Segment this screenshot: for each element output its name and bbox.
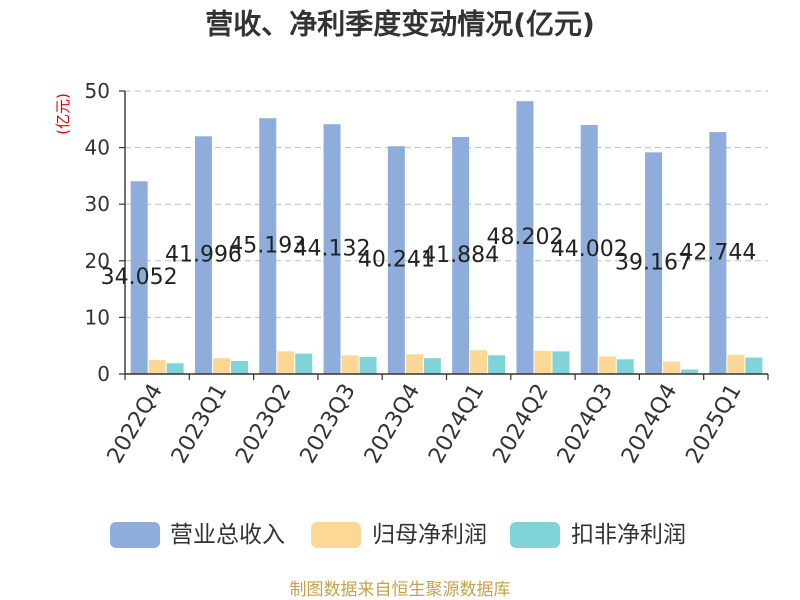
- bar-series-0-2023q3: [323, 124, 341, 374]
- data-label-series-0-2023q4: 40.241: [358, 248, 435, 273]
- bar-series-0-2024q4: [645, 152, 663, 374]
- bar-series-1-2022q4: [148, 359, 166, 374]
- x-tick-label-2025q1: 2025Q1: [681, 380, 746, 468]
- bar-series-2-2023q2: [295, 353, 313, 374]
- bar-series-0-2023q2: [259, 118, 277, 375]
- legend-swatch-deducted-net-profit: [510, 522, 560, 548]
- bar-series-0-2025q1: [709, 132, 727, 374]
- series-2: [166, 351, 763, 374]
- data-label-series-0-2024q3: 44.002: [551, 237, 628, 262]
- bar-series-1-2023q1: [212, 358, 230, 374]
- legend-label-net-profit: 归母净利润: [372, 522, 487, 548]
- data-label-series-0-2024q1: 41.884: [422, 243, 499, 268]
- gridlines: [125, 90, 768, 318]
- bar-series-1-2023q4: [405, 354, 423, 374]
- y-tick-label-50: 50: [85, 79, 110, 103]
- legend-swatch-revenue: [110, 522, 160, 548]
- x-tick-label-2023q1: 2023Q1: [167, 380, 232, 468]
- data-label-series-0-2024q4: 39.167: [615, 251, 692, 276]
- bar-series-1-2023q2: [277, 351, 295, 374]
- legend: 营业总收入 归母净利润 扣非净利润: [110, 522, 686, 548]
- bar-series-2-2024q3: [616, 359, 634, 374]
- x-tick-label-2024q2: 2024Q2: [488, 380, 553, 468]
- bar-series-1-2024q4: [663, 361, 681, 374]
- bar-series-0-2022q4: [130, 181, 148, 374]
- y-tick-label-10: 10: [85, 305, 110, 329]
- data-label-series-0-2023q3: 44.132: [294, 237, 371, 262]
- bar-series-0-2024q2: [516, 101, 534, 374]
- chart-title: 营收、净利季度变动情况(亿元): [205, 8, 595, 41]
- x-tick-label-2023q4: 2023Q4: [360, 380, 425, 468]
- y-tick-label-0: 0: [97, 362, 110, 386]
- legend-label-deducted-net-profit: 扣非净利润: [571, 522, 686, 548]
- legend-item-net-profit[interactable]: 归母净利润: [311, 522, 487, 548]
- legend-item-deducted-net-profit[interactable]: 扣非净利润: [510, 522, 686, 548]
- bar-series-2-2024q1: [488, 355, 506, 374]
- bar-series-1-2024q2: [534, 350, 552, 374]
- plot-area: 0 10 20 30 40 50 2022Q42023Q12023Q22023Q32023Q…: [85, 79, 769, 468]
- y-tick-label-40: 40: [85, 136, 110, 160]
- bar-series-2-2024q4: [681, 369, 699, 374]
- bar-series-1-2023q3: [341, 355, 359, 374]
- source-note: 制图数据来自恒生聚源数据库: [290, 580, 511, 600]
- series-1: [148, 350, 745, 374]
- x-tick-label-2023q2: 2023Q2: [231, 380, 296, 468]
- y-axis: 0 10 20 30 40 50: [85, 79, 126, 386]
- x-tick-label-2024q4: 2024Q4: [617, 380, 682, 468]
- x-tick-label-2024q1: 2024Q1: [424, 380, 489, 468]
- bar-series-2-2024q2: [552, 351, 570, 374]
- bar-series-2-2025q1: [745, 357, 763, 374]
- data-label-series-0-2023q1: 41.996: [165, 243, 242, 268]
- x-axis: 2022Q42023Q12023Q22023Q32023Q42024Q12024…: [103, 373, 769, 468]
- series-0: [130, 101, 727, 375]
- bar-series-1-2025q1: [727, 354, 745, 374]
- bar-series-0-2024q1: [452, 136, 470, 374]
- x-tick-label-2024q3: 2024Q3: [553, 380, 618, 468]
- bar-series-0-2023q4: [387, 146, 405, 374]
- bar-series-0-2024q3: [580, 124, 598, 375]
- data-labels: 34.05241.99645.19344.13240.24141.88448.2…: [101, 225, 757, 290]
- data-label-series-0-2022q4: 34.052: [101, 265, 178, 290]
- bar-series-2-2023q3: [359, 357, 377, 374]
- x-tick-label-2022q4: 2022Q4: [103, 380, 168, 468]
- data-label-series-0-2023q2: 45.193: [229, 234, 306, 259]
- data-label-series-0-2025q1: 42.744: [679, 241, 756, 266]
- bar-series-0-2023q1: [194, 136, 212, 374]
- legend-item-revenue[interactable]: 营业总收入: [110, 522, 285, 548]
- y-tick-label-30: 30: [85, 192, 110, 216]
- bar-series-2-2023q4: [423, 358, 441, 374]
- legend-swatch-net-profit: [311, 522, 361, 548]
- bar-series-1-2024q1: [470, 350, 488, 374]
- bar-series-2-2023q1: [230, 360, 248, 374]
- legend-label-revenue: 营业总收入: [170, 522, 285, 548]
- x-tick-label-2023q3: 2023Q3: [296, 380, 361, 468]
- y-tick-label-20: 20: [85, 249, 110, 273]
- y-axis-label: (亿元): [54, 93, 72, 135]
- data-label-series-0-2024q2: 48.202: [486, 225, 563, 250]
- bar-series-1-2024q3: [598, 356, 616, 374]
- bar-series-2-2022q4: [166, 363, 184, 374]
